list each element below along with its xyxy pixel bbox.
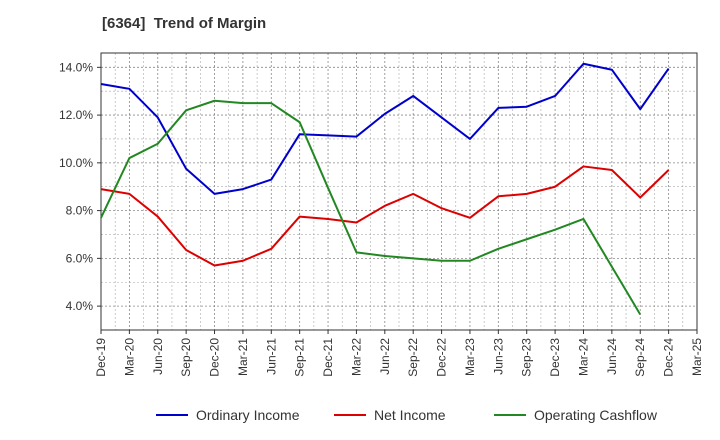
x-tick-label: Mar-21: [236, 338, 250, 376]
x-tick-label: Jun-23: [491, 338, 505, 375]
x-tick-label: Dec-19: [94, 338, 108, 377]
x-tick-label: Mar-25: [690, 338, 704, 376]
y-tick-label: 4.0%: [66, 299, 94, 313]
series-line-operating-cashflow: [100, 99, 642, 315]
x-tick-label: Dec-24: [662, 338, 676, 377]
y-tick-label: 8.0%: [66, 204, 94, 218]
x-tick-label: Mar-22: [349, 338, 363, 376]
x-tick-label: Sep-22: [406, 338, 420, 377]
y-tick-label: 12.0%: [59, 108, 93, 122]
x-tick-label: Sep-24: [633, 338, 647, 377]
legend: Ordinary Income Net Income Operating Cashf…: [156, 407, 658, 423]
y-tick-label: 14.0%: [59, 60, 93, 74]
x-tick-label: Sep-21: [293, 338, 307, 377]
x-tick-label: Dec-22: [435, 338, 449, 377]
x-tick-label: Dec-20: [208, 338, 222, 377]
legend-label: Operating Cashflow: [534, 407, 658, 423]
x-tick-labels: Dec-19 Mar-20 Jun-20 Sep-20 Dec-20 Mar-21 Jun-…: [94, 330, 704, 377]
series-lines: [100, 62, 670, 315]
x-tick-label: Mar-20: [122, 338, 136, 376]
y-tick-label: 10.0%: [59, 156, 93, 170]
plot-frame-group: [100, 52, 698, 331]
x-tick-label: Jun-21: [264, 338, 278, 375]
x-tick-label: Jun-20: [151, 338, 165, 375]
x-tick-label: Jun-24: [605, 338, 619, 375]
x-tick-label: Mar-24: [576, 338, 590, 376]
x-tick-label: Dec-21: [321, 338, 335, 377]
x-tick-label: Sep-20: [179, 338, 193, 377]
plot-frame: [100, 52, 698, 331]
x-tick-label: Sep-23: [520, 338, 534, 377]
series-line-net-income: [100, 165, 670, 267]
chart-title: [6364] Trend of Margin: [102, 15, 267, 32]
x-tick-label: Dec-23: [548, 338, 562, 377]
x-tick-label: Mar-23: [463, 338, 477, 376]
legend-label: Net Income: [374, 407, 446, 423]
y-tick-label: 6.0%: [66, 251, 94, 265]
series-line-ordinary-income: [100, 62, 670, 195]
grid-lines: [100, 53, 698, 331]
y-tick-labels: 4.0% 6.0% 8.0% 10.0% 12.0% 14.0%: [59, 60, 101, 313]
legend-label: Ordinary Income: [196, 407, 300, 423]
x-tick-label: Jun-22: [378, 338, 392, 375]
